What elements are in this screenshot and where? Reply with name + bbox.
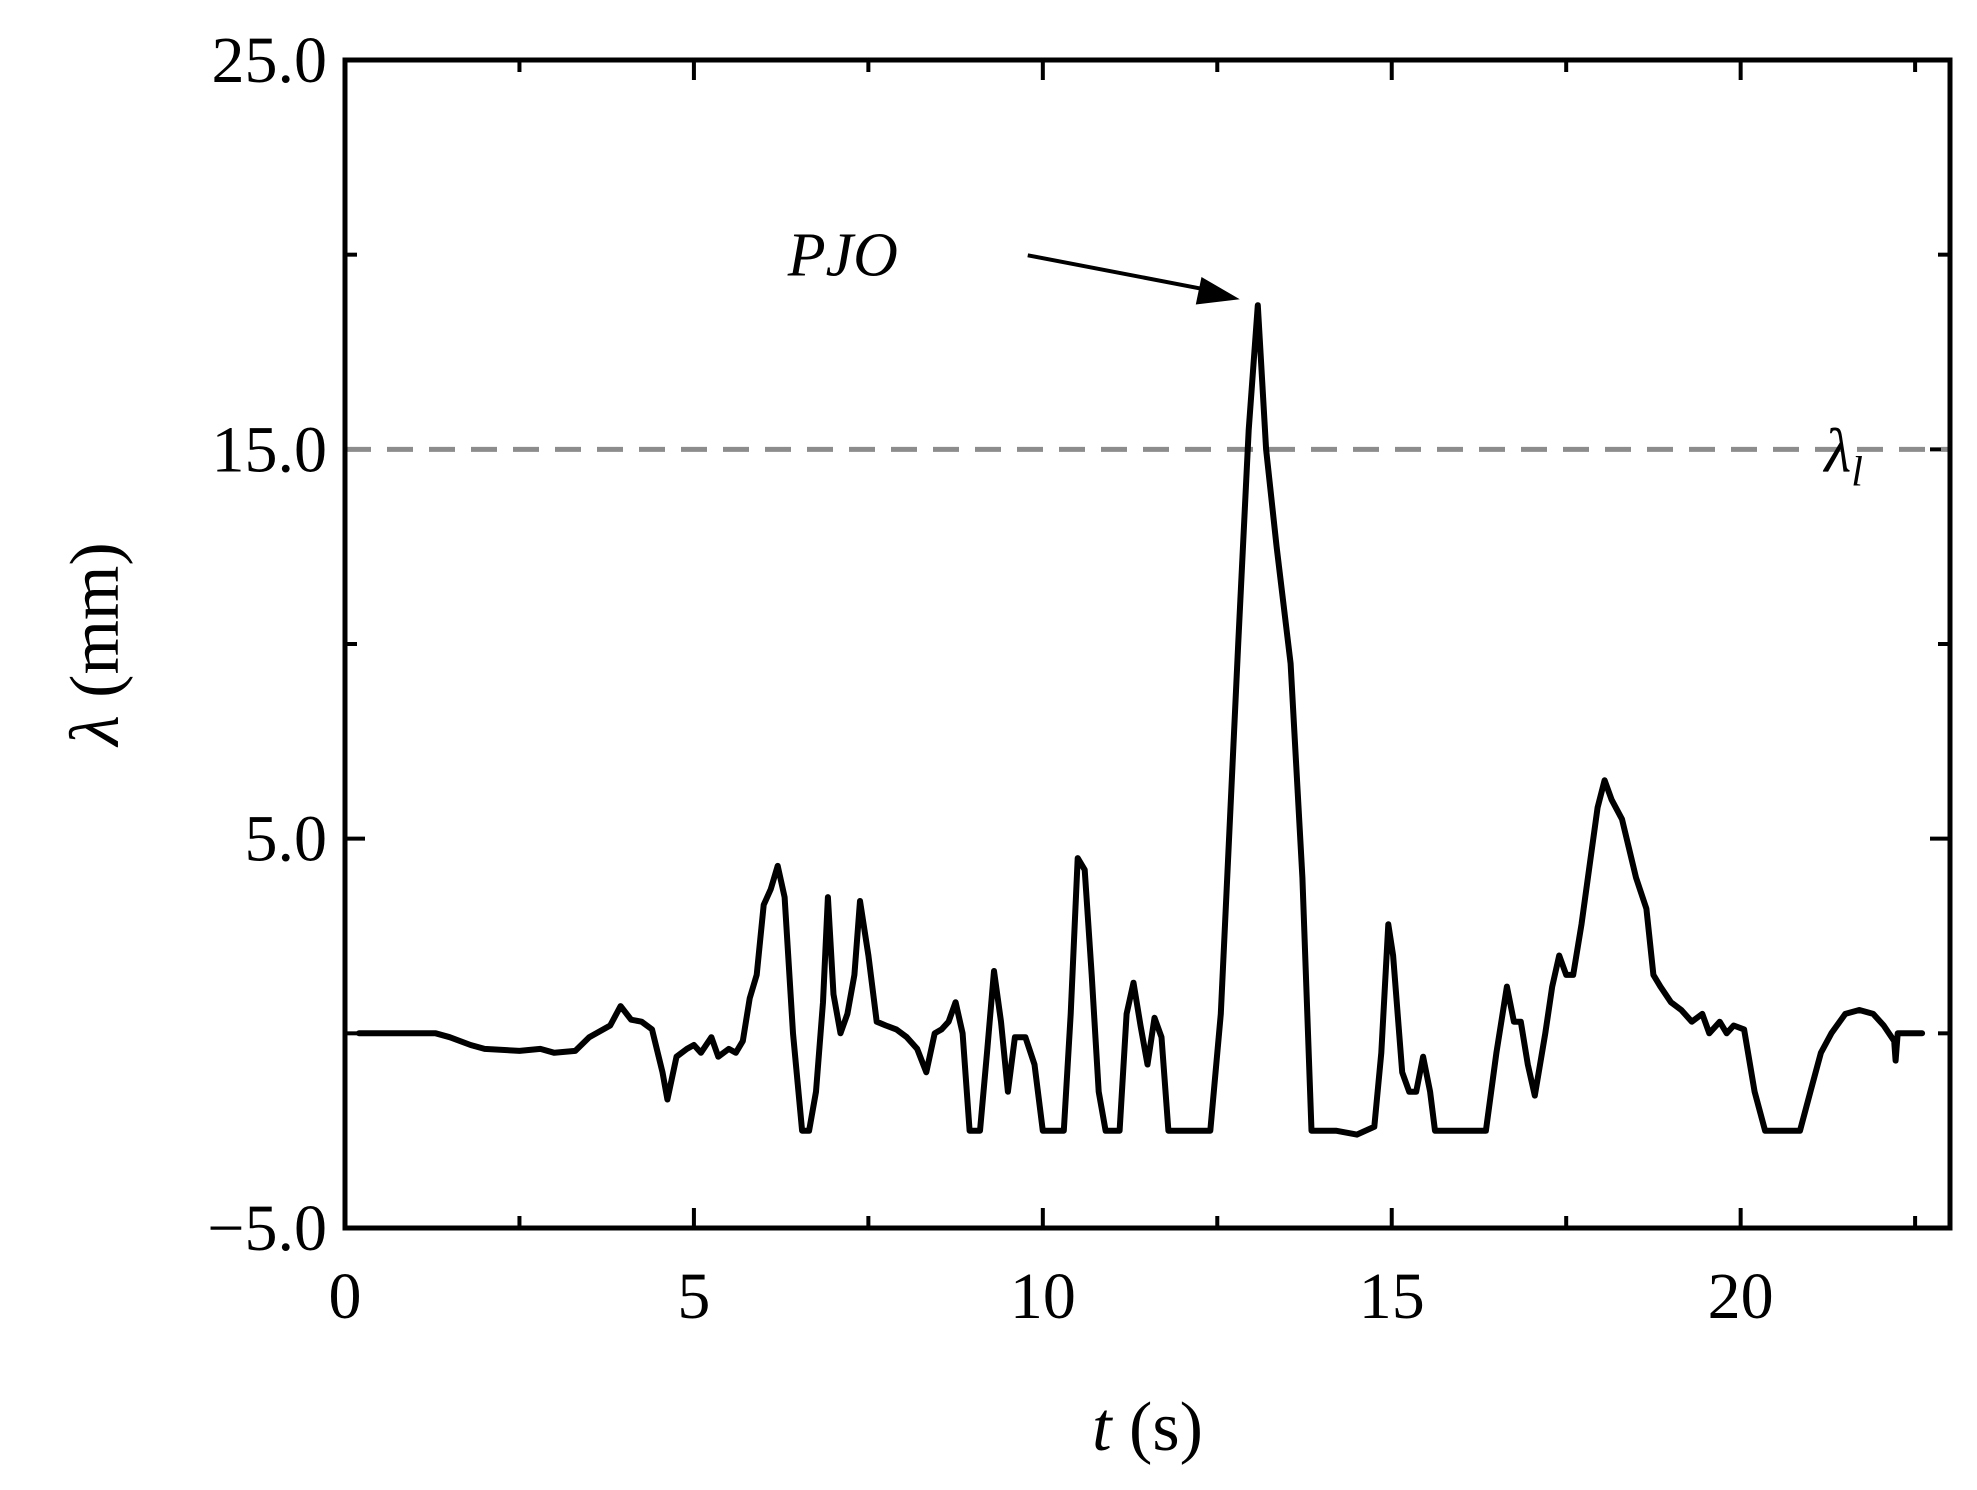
plot-frame bbox=[342, 57, 1953, 1231]
x-ticks: 0 5 10 15 20 bbox=[329, 60, 1918, 1333]
series-line bbox=[356, 302, 1926, 1138]
arrow-head bbox=[1195, 277, 1240, 305]
y-axis-label: λ (mm) bbox=[57, 542, 134, 747]
arrow-line bbox=[1027, 253, 1211, 293]
x-axis-unit: (s) bbox=[1112, 1389, 1203, 1466]
threshold-label: λl bbox=[1822, 417, 1863, 495]
y-axis-symbol: λ bbox=[57, 715, 134, 747]
x-tick-label: 0 bbox=[329, 1260, 362, 1333]
y-tick-label: −5.0 bbox=[207, 1192, 327, 1265]
y-tick-label: 5.0 bbox=[245, 803, 328, 876]
x-tick-label: 5 bbox=[677, 1260, 710, 1333]
y-tick-label: 15.0 bbox=[212, 413, 328, 486]
x-tick-label: 10 bbox=[1010, 1260, 1076, 1333]
x-tick-label: 20 bbox=[1708, 1260, 1774, 1333]
y-tick-label: 25.0 bbox=[212, 24, 328, 97]
y-ticks: −5.0 5.0 15.0 25.0 bbox=[207, 24, 1950, 1265]
annotation-arrow bbox=[1027, 253, 1240, 305]
annotation-label: PJO bbox=[787, 221, 898, 289]
x-axis-label: t (s) bbox=[1092, 1389, 1203, 1466]
x-tick-label: 15 bbox=[1359, 1260, 1425, 1333]
x-axis-symbol: t bbox=[1092, 1389, 1113, 1466]
threshold-subscript: l bbox=[1851, 449, 1863, 495]
threshold-symbol: λ bbox=[1822, 417, 1851, 485]
y-axis-unit: (mm) bbox=[57, 542, 134, 715]
